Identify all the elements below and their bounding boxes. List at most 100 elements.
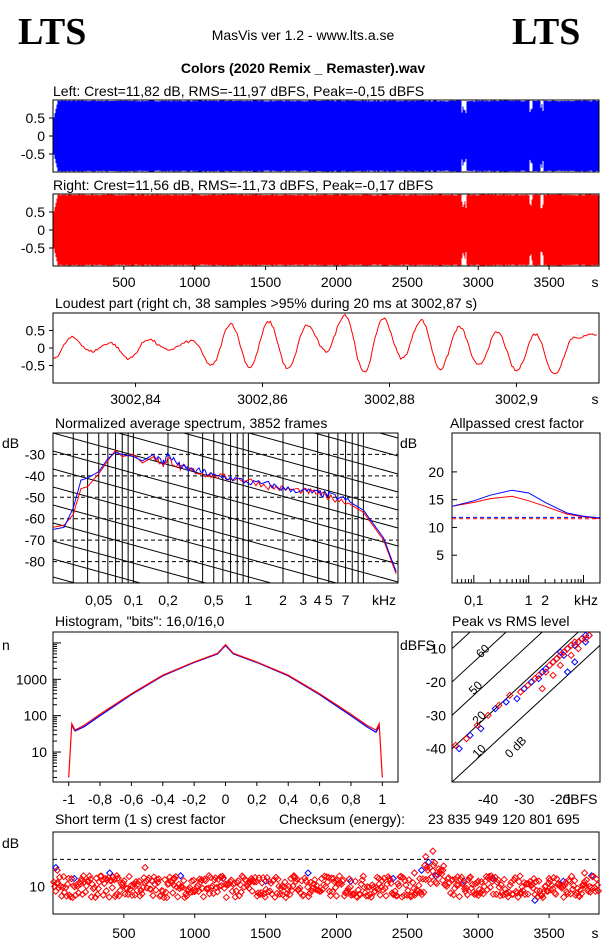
peak-rms-point-left: [527, 678, 536, 686]
short-crest-xunit-label: s: [592, 925, 599, 941]
peak-rms-point-right: [538, 684, 546, 693]
short-crest-band-marker: [252, 878, 260, 886]
short-crest-band-marker: [220, 884, 229, 892]
peak-rms-diagonal-label: 60: [473, 641, 493, 661]
short-crest-band-marker: [429, 867, 437, 875]
peak-rms-diagonal: [452, 632, 543, 717]
short-crest-band-marker: [404, 886, 412, 895]
short-crest-band-marker: [178, 883, 187, 892]
short-crest-band-marker: [160, 893, 168, 902]
short-crest-band-marker: [448, 876, 457, 884]
short-crest-band-marker: [559, 893, 568, 901]
short-crest-band-marker: [566, 890, 575, 898]
spectrum-xtick-label: 0,1: [124, 592, 144, 608]
short-crest-band-marker: [280, 882, 288, 891]
short-crest-band-marker: [567, 872, 576, 880]
short-crest-band-marker: [99, 891, 108, 899]
loudest-xtick-label: 3002,86: [237, 391, 288, 407]
short-crest-band-marker: [84, 877, 93, 885]
histogram-title: Histogram, "bits": 16,0/16,0: [55, 613, 225, 629]
spectrum-slope-line: [53, 522, 273, 583]
short-crest-band-marker: [297, 889, 305, 897]
short-crest-band-marker: [327, 874, 336, 882]
short-crest-band-marker: [274, 875, 282, 884]
short-crest-ytick-label: 10: [29, 879, 45, 895]
peak-rms-point-right: [556, 651, 565, 660]
spectrum-xtick-label: 1: [244, 592, 252, 608]
short-crest-band-marker: [494, 876, 502, 884]
short-crest-band-marker: [462, 884, 471, 893]
short-crest-frame: [52, 831, 600, 915]
short-crest-band-marker: [85, 872, 94, 880]
short-crest-band-marker: [171, 874, 179, 883]
histogram-xtick-label: -1: [62, 791, 75, 807]
short-crest-band-marker: [161, 875, 169, 884]
spectrum-slope-line: [53, 450, 398, 547]
short-crest-band-marker: [415, 881, 423, 890]
short-crest-band-marker: [67, 875, 76, 883]
short-crest-point-right: [53, 866, 61, 874]
peak-rms-ytick-label: -20: [426, 674, 446, 690]
short-crest-band-marker: [517, 889, 525, 898]
crest-ytick-label: 20: [428, 464, 444, 480]
short-crest-band-marker: [500, 875, 508, 884]
short-crest-band-marker: [165, 879, 173, 888]
spectrum-slope-line: [53, 595, 398, 690]
short-crest-band-marker: [433, 871, 442, 879]
short-crest-band-marker: [424, 866, 432, 874]
short-crest-point-left: [304, 869, 312, 877]
peak-rms-diagonal-label: 0 dB: [502, 733, 529, 760]
short-crest-band-marker: [266, 887, 274, 895]
short-crest-band-marker: [135, 877, 143, 886]
spectrum-frame: [52, 432, 399, 584]
short-crest-band-marker: [218, 872, 227, 880]
short-crest-band-marker: [188, 888, 197, 896]
short-crest-band-marker: [485, 872, 493, 881]
short-crest-band-marker: [248, 887, 256, 895]
histogram-frame: [52, 631, 399, 783]
short-crest-band-marker: [289, 882, 297, 890]
short-crest-band-marker: [291, 874, 299, 882]
peak-rms-ylabel: dBFS: [400, 637, 435, 653]
crest-factor-title: Allpassed crest factor: [450, 415, 584, 431]
short-crest-band-marker: [439, 862, 448, 870]
short-crest-band-marker: [68, 893, 77, 902]
short-crest-ylabel: dB: [2, 835, 19, 851]
short-crest-band-marker: [101, 875, 110, 883]
short-crest-band-marker: [97, 872, 106, 880]
short-crest-band-marker: [163, 893, 171, 902]
short-crest-band-marker: [442, 882, 451, 891]
spectrum-slopes: [53, 433, 398, 690]
right-waveform-xtick-label: 3500: [534, 274, 565, 290]
peak-rms-point-right: [516, 688, 525, 696]
peak-rms-point-right: [552, 654, 561, 663]
right-waveform-xtick-label: 2500: [392, 274, 423, 290]
short-crest-band-marker: [382, 892, 390, 900]
short-crest-band-marker: [428, 873, 436, 881]
histogram-xtick-label: 0,6: [310, 791, 330, 807]
short-crest-band-marker: [506, 881, 514, 890]
short-crest-band-marker: [533, 886, 541, 895]
short-crest-band-marker: [310, 876, 319, 884]
spectrum-ytick-label: -60: [25, 511, 45, 527]
short-crest-band-marker: [459, 879, 468, 887]
short-crest-band-marker: [346, 883, 355, 891]
short-crest-band-marker: [215, 882, 224, 891]
short-crest-band-marker: [387, 879, 395, 888]
spectrum-xtick-label: 3: [299, 592, 307, 608]
loudest-ytick-label: -0.5: [21, 358, 45, 374]
short-crest-point-left: [424, 858, 433, 866]
short-crest-band-marker: [138, 890, 146, 898]
file-name: Colors (2020 Remix _ Remaster).wav: [181, 60, 426, 76]
short-crest-band-marker: [534, 892, 542, 901]
short-crest-band-marker: [377, 883, 385, 891]
spectrum-slope-line: [53, 468, 398, 565]
right-waveform-xtick-label: 500: [112, 274, 136, 290]
short-crest-band-marker: [532, 877, 540, 886]
checksum-label: Checksum (energy):: [279, 811, 405, 827]
spectrum-xunit-label: kHz: [372, 592, 396, 608]
short-crest-band-marker: [74, 889, 83, 897]
peak-rms-point-left: [455, 744, 463, 753]
short-crest-band-marker: [293, 875, 301, 883]
short-crest-band-marker: [418, 890, 426, 899]
